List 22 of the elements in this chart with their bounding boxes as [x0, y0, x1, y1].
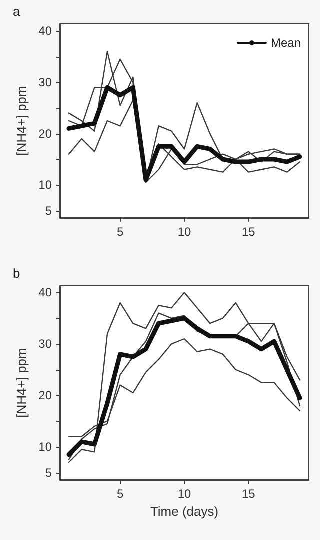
chart-title: a	[13, 4, 21, 19]
y-tick-label: 5	[45, 466, 52, 480]
legend-label: Mean	[270, 36, 302, 50]
y-tick-label: 5	[45, 204, 52, 218]
y-axis-title: [NH4+] ppm	[14, 348, 29, 418]
y-tick-label: 20	[38, 126, 52, 141]
x-tick-label: 5	[116, 225, 124, 239]
y-tick-label: 10	[38, 178, 52, 192]
x-tick-label: 5	[116, 487, 124, 501]
y-tick-label: 10	[38, 440, 52, 454]
y-tick-label: 30	[38, 337, 52, 352]
chart-title: b	[13, 266, 20, 281]
x-tick-label: 15	[242, 487, 256, 501]
y-axis-title: [NH4+] ppm	[14, 86, 29, 156]
y-tick-label: 30	[38, 76, 52, 90]
x-tick-label: 10	[178, 225, 192, 239]
y-tick-label: 20	[38, 388, 52, 403]
x-axis-title: Time (days)	[150, 504, 219, 519]
x-tick-label: 10	[178, 487, 192, 501]
y-tick-label: 40	[38, 24, 52, 38]
y-tick-label: 40	[38, 286, 52, 300]
x-tick-label: 15	[242, 225, 256, 239]
